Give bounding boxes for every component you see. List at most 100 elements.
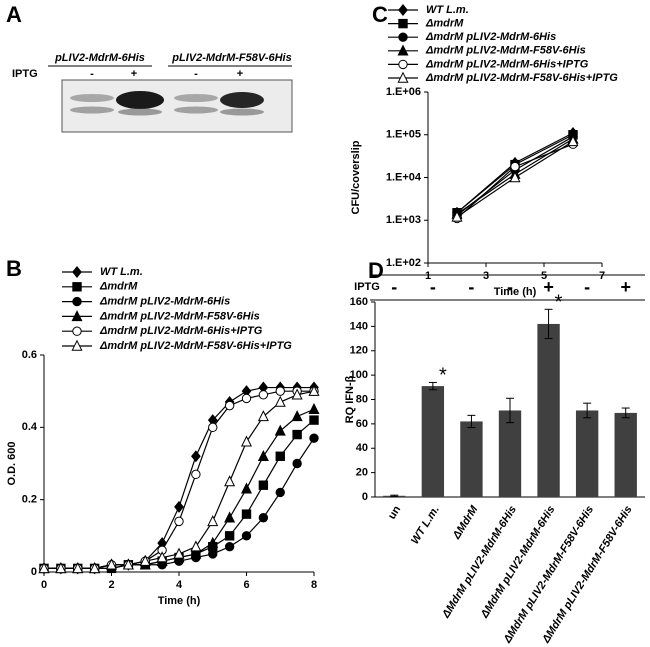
iptg-symbol: + (237, 68, 243, 80)
marker (173, 547, 185, 559)
blot (61, 79, 293, 133)
y-tick-label: 40 (356, 442, 368, 454)
marker (397, 71, 409, 83)
panel-label: B (6, 256, 22, 281)
marker (174, 500, 184, 513)
marker (72, 562, 84, 574)
marker (309, 433, 319, 443)
lane-group-label: pLIV2-MdrM-6His (54, 52, 145, 64)
marker (275, 451, 285, 461)
x-tick-label: 5 (541, 270, 547, 282)
marker (291, 388, 303, 400)
bar (575, 410, 599, 497)
y-tick-label: 0.6 (22, 349, 37, 361)
x-tick-label: ΔMdrM pLIV2-MdrM-6His (478, 504, 557, 621)
blot-bands (70, 91, 264, 116)
y-tick-label: 20 (356, 467, 368, 479)
iptg-symbol: + (131, 68, 137, 80)
x-tick-label: ΔMdrM pLIV2-MdrM-6His (440, 504, 519, 621)
marker (191, 450, 201, 463)
marker (308, 402, 320, 414)
y-tick-label: 1.E+06 (386, 86, 421, 98)
marker (224, 511, 236, 523)
bar (460, 421, 483, 497)
marker (156, 551, 168, 563)
marker (174, 516, 184, 527)
marker (55, 562, 67, 574)
iptg-symbol: - (584, 277, 590, 297)
marker (89, 562, 101, 574)
x-tick-label: 8 (311, 579, 317, 591)
marker (291, 410, 303, 422)
y-tick-label: 1.E+03 (386, 214, 421, 226)
marker (510, 161, 520, 172)
x-tick-label: ΔMdrM (450, 503, 481, 542)
y-tick-label: 0 (362, 491, 368, 503)
marker (308, 384, 320, 396)
marker (258, 480, 269, 490)
marker (139, 554, 151, 566)
row-label: IPTG (354, 281, 380, 293)
marker (208, 549, 218, 559)
legend-label: ΔmdrM pLIV2-MdrM-6His (425, 31, 556, 43)
series-line (44, 390, 314, 569)
legend-label: ΔmdrM pLIV2-MdrM-F58V-6His+IPTG (99, 340, 292, 352)
marker (72, 326, 82, 336)
bar (421, 386, 445, 497)
y-tick-label: 120 (350, 345, 368, 357)
marker (241, 531, 252, 541)
marker (72, 296, 82, 307)
panel-a: A pLIV2-MdrM-6His pLIV2-MdrM-F58V-6His I… (6, 2, 293, 133)
marker (38, 562, 50, 574)
x-tick-label: 4 (176, 579, 183, 591)
marker (257, 410, 269, 422)
iptg-symbol: - (194, 68, 198, 80)
x-tick-label: 7 (599, 270, 605, 282)
y-tick-label: 160 (350, 296, 368, 308)
marker (398, 18, 408, 29)
marker (292, 429, 302, 440)
marker (398, 4, 408, 16)
y-axis-title: CFU/coverslip (350, 140, 362, 214)
marker (274, 395, 286, 407)
marker (257, 449, 269, 461)
y-axis-title: RQ IFN-β (344, 375, 356, 423)
marker (224, 475, 236, 487)
marker (241, 393, 252, 404)
marker (258, 390, 269, 400)
row-label: IPTG (12, 68, 38, 80)
legend-label: ΔmdrM pLIV2-MdrM-F58V-6His (99, 310, 260, 322)
marker (275, 487, 285, 498)
x-tick-label: 3 (483, 270, 489, 282)
x-axis-title: Time (h) (494, 286, 537, 298)
marker (190, 540, 202, 552)
series-line (44, 419, 315, 569)
marker (275, 386, 285, 396)
legend-label: ΔmdrM pLIV2-MdrM-6His (99, 296, 230, 308)
marker (398, 32, 408, 42)
legend-label: ΔmdrM (425, 18, 464, 30)
y-tick-label: 1.E+02 (386, 257, 421, 269)
y-tick-label: 1.E+04 (386, 171, 422, 183)
marker (224, 541, 235, 552)
marker (72, 282, 82, 292)
panel-label: C (372, 2, 388, 27)
marker (191, 469, 201, 480)
marker (241, 509, 252, 519)
lane-group-label: pLIV2-MdrM-F58V-6His (171, 52, 291, 64)
x-tick-label: 6 (243, 579, 249, 591)
y-tick-label: 1.E+05 (386, 129, 421, 141)
iptg-symbol: + (620, 277, 631, 297)
legend-label: ΔmdrM pLIV2-MdrM-F58V-6His (425, 45, 586, 57)
x-axis-title: Time (h) (158, 595, 201, 607)
iptg-symbol: - (90, 68, 94, 80)
marker (190, 547, 202, 559)
legend-label: ΔmdrM pLIV2-MdrM-F58V-6His+IPTG (425, 72, 618, 84)
iptg-symbol: - (507, 277, 513, 297)
significance: * (439, 365, 447, 387)
iptg-symbol: + (543, 277, 554, 297)
panel-label: A (6, 2, 22, 27)
marker (240, 482, 253, 494)
y-tick-label: 140 (350, 320, 368, 332)
iptg-symbol: - (391, 277, 397, 297)
